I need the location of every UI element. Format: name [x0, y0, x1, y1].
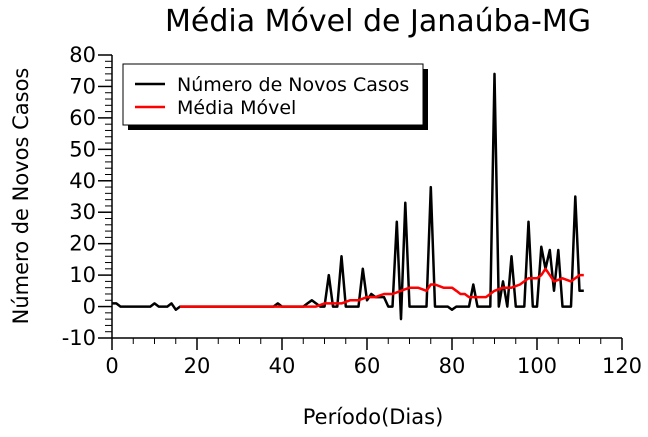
y-tick-label: 10: [69, 263, 96, 287]
y-tick-label: 20: [69, 232, 96, 256]
legend: Número de Novos Casos Média Móvel: [122, 63, 428, 130]
y-axis-label: Número de Novos Casos: [9, 68, 33, 325]
legend-label-cases: Número de Novos Casos: [177, 74, 409, 96]
series-lines: [112, 72, 584, 321]
y-ticks: -10 0 10 20 30 40 50 60 70 80: [62, 43, 112, 350]
x-tick-label: 40: [269, 354, 296, 378]
chart-title: Média Móvel de Janaúba-MG: [165, 4, 591, 39]
x-tick-label: 0: [105, 354, 118, 378]
x-tick-label: 100: [517, 354, 557, 378]
y-tick-label: 0: [83, 295, 96, 319]
y-tick-label: 40: [69, 169, 96, 193]
x-tick-label: 120: [602, 354, 642, 378]
legend-label-moving-average: Média Móvel: [177, 97, 296, 119]
x-tick-label: 60: [354, 354, 381, 378]
y-tick-label: -10: [62, 326, 96, 350]
x-ticks: 0 20 40 60 80 100 120: [105, 338, 642, 378]
y-tick-label: 30: [69, 200, 96, 224]
y-tick-label: 80: [69, 43, 96, 67]
x-tick-label: 20: [184, 354, 211, 378]
y-tick-label: 50: [69, 137, 96, 161]
y-tick-label: 60: [69, 106, 96, 130]
series-line-moving-average: [180, 267, 584, 308]
y-tick-label: 70: [69, 74, 96, 98]
legend-box: [122, 63, 424, 126]
x-tick-label: 80: [439, 354, 466, 378]
x-axis-label: Período(Dias): [303, 405, 444, 429]
